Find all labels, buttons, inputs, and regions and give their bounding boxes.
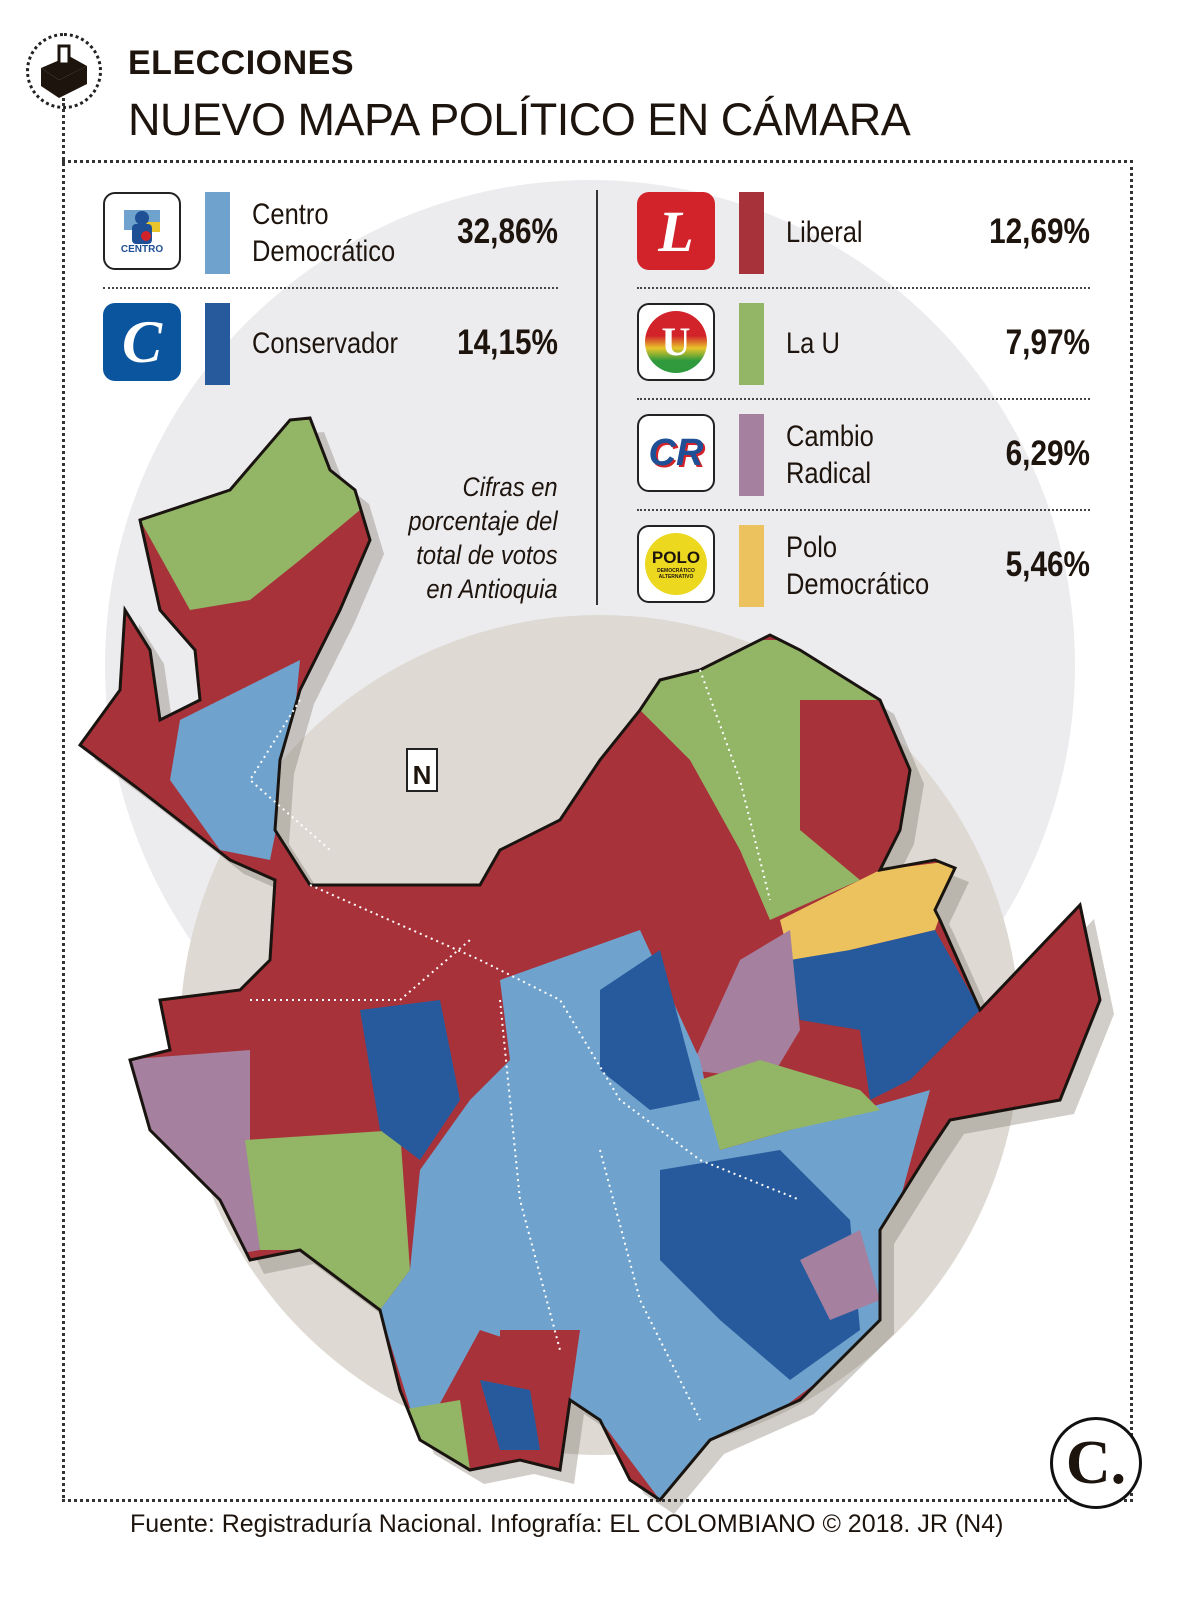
source-footer: Fuente: Registraduría Nacional. Infograf… bbox=[130, 1510, 1004, 1538]
party-name: Liberal bbox=[786, 216, 863, 249]
polo-logo-mark: POLO DEMOCRÁTICO ALTERNATIVO bbox=[645, 533, 707, 595]
antioquia-outline bbox=[77, 416, 1102, 1502]
region-centro-democratico-north bbox=[170, 660, 300, 860]
la-u-logo-mark: U bbox=[645, 311, 707, 373]
party-name: Conservador bbox=[252, 327, 399, 360]
cambio-radical-color-bar bbox=[739, 414, 764, 496]
party-percent: 5,46% bbox=[1005, 545, 1090, 584]
liberal-color-bar bbox=[739, 192, 764, 274]
legend-separator bbox=[637, 398, 1090, 400]
legend-divider bbox=[596, 190, 598, 605]
party-row-centro-democratico: CENTRO Centro Democrático 32,86% bbox=[103, 192, 558, 274]
region-cambio-radical-southeast bbox=[800, 1230, 880, 1320]
liberal-logo: L bbox=[637, 192, 715, 270]
region-la-u-center bbox=[700, 1060, 880, 1150]
party-row-cambio-radical: CR Cambio Radical 6,29% bbox=[637, 414, 1090, 496]
conservador-logo: C bbox=[103, 303, 181, 381]
region-la-u-northeast bbox=[640, 640, 880, 920]
party-name: Cambio Radical bbox=[786, 420, 874, 490]
frame-left-line bbox=[62, 98, 65, 1498]
party-name: Polo Democrático bbox=[786, 531, 930, 601]
municipal-borders bbox=[248, 669, 801, 1421]
logo-text: CENTRO bbox=[120, 243, 164, 255]
cambio-radical-logo-mark: CR bbox=[648, 431, 704, 474]
region-la-u-west bbox=[245, 1130, 410, 1310]
party-name: La U bbox=[786, 327, 840, 360]
north-arrow-icon: N bbox=[406, 748, 438, 792]
la-u-logo: U bbox=[637, 303, 715, 381]
page-title: NUEVO MAPA POLÍTICO EN CÁMARA bbox=[128, 94, 911, 145]
la-u-color-bar bbox=[739, 303, 764, 385]
conservador-color-bar bbox=[205, 303, 230, 385]
party-percent: 7,97% bbox=[1005, 323, 1090, 362]
party-row-polo: POLO DEMOCRÁTICO ALTERNATIVO Polo Democrá… bbox=[637, 525, 1090, 607]
figures-note: Cifras en porcentaje del total de votos en … bbox=[408, 472, 558, 604]
party-row-la-u: U La U 7,97% bbox=[637, 303, 1090, 385]
content-frame bbox=[62, 160, 1133, 1502]
region-conservador-center bbox=[600, 950, 700, 1110]
polo-color-bar bbox=[739, 525, 764, 607]
polo-logo: POLO DEMOCRÁTICO ALTERNATIVO bbox=[637, 525, 715, 603]
cambio-radical-logo: CR bbox=[637, 414, 715, 492]
region-conservador-south bbox=[480, 1380, 540, 1450]
legend-separator bbox=[637, 287, 1090, 289]
region-liberal-east bbox=[930, 1050, 1060, 1110]
legend-separator bbox=[103, 287, 558, 289]
region-conservador-southeast bbox=[660, 1150, 860, 1380]
region-cambio-radical-east bbox=[690, 930, 800, 1080]
party-row-conservador: C Conservador 14,15% bbox=[103, 303, 558, 385]
el-colombiano-logo: C. bbox=[1050, 1417, 1142, 1509]
party-row-liberal: L Liberal 12,69% bbox=[637, 192, 1090, 274]
centro-democratico-color-bar bbox=[205, 192, 230, 274]
section-kicker: ELECCIONES bbox=[128, 44, 355, 82]
party-percent: 32,86% bbox=[457, 212, 558, 251]
region-conservador-east bbox=[790, 930, 980, 1100]
region-polo bbox=[780, 860, 960, 985]
region-conservador-west bbox=[360, 1000, 460, 1160]
party-percent: 14,15% bbox=[457, 323, 558, 362]
legend-separator bbox=[637, 509, 1090, 511]
centro-democratico-logo: CENTRO bbox=[103, 192, 181, 270]
party-name: Centro Democrático bbox=[252, 198, 396, 268]
party-percent: 6,29% bbox=[1005, 434, 1090, 473]
region-la-u-south bbox=[400, 1400, 470, 1470]
party-percent: 12,69% bbox=[989, 212, 1090, 251]
